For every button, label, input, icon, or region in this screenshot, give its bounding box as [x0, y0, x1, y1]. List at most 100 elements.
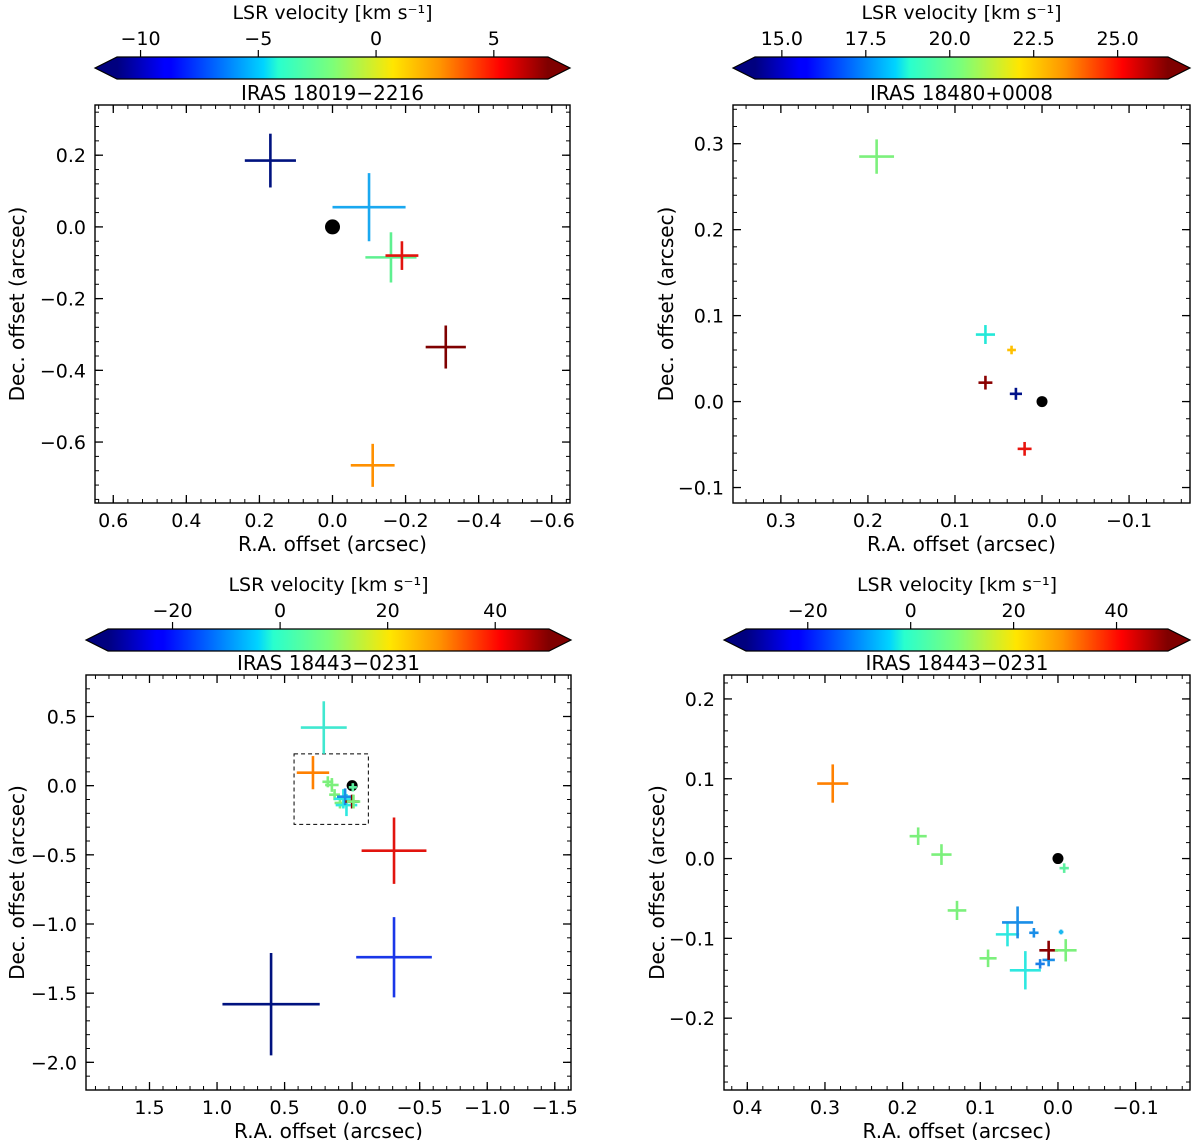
maser-spot-1: [222, 953, 320, 1056]
colorbar-tick-label: 40: [483, 600, 507, 622]
x-tick-label: −1.5: [532, 1097, 578, 1119]
colorbar: −10 −5 0 5 LSR velocity [km s⁻¹]: [93, 2, 572, 80]
maser-spot-13: [1054, 939, 1077, 962]
maser-spot-3: [1007, 345, 1016, 355]
chart-panel-1: −10 −5 0 5 LSR velocity [km s⁻¹] IRAS 18019−2…: [5, 2, 575, 556]
maser-spot-15: [1059, 863, 1069, 873]
y-tick-label: 0.1: [694, 306, 724, 328]
x-tick-label: 0.2: [244, 510, 274, 532]
maser-spot-14: [346, 794, 361, 809]
maser-spot-10: [1035, 959, 1045, 969]
x-tick-label: −0.2: [383, 510, 429, 532]
plot-title: IRAS 18019−2216: [241, 81, 424, 105]
colorbar-outline: [93, 56, 572, 80]
x-tick-label: 1.0: [202, 1097, 232, 1119]
colorbar-extend-low: [95, 57, 117, 79]
colorbar-tick-label: 0: [274, 600, 286, 622]
x-tick-label: 0.1: [965, 1097, 995, 1119]
y-tick-label: 0.1: [685, 769, 715, 791]
x-tick-label: 0.5: [269, 1097, 299, 1119]
y-tick-label: 0.2: [56, 145, 86, 167]
maser-spot-2: [909, 827, 927, 845]
axis-ticks: [86, 674, 571, 1091]
colorbar-label: LSR velocity [km s⁻¹]: [232, 2, 432, 24]
x-tick-label: 0.0: [1043, 1097, 1073, 1119]
y-tick-label: −0.6: [40, 432, 86, 454]
colorbar: −20 0 20 40 LSR velocity [km s⁻¹]: [84, 574, 573, 652]
reference-point: [325, 219, 340, 235]
maser-spot-8: [1009, 951, 1041, 990]
axis-ticks: [724, 675, 1190, 1090]
colorbar-extend-high: [548, 57, 570, 79]
plot-title: IRAS 18443−0231: [866, 651, 1049, 675]
colorbar-extend-high: [1168, 57, 1190, 79]
x-tick-label: 0.3: [766, 510, 796, 532]
x-tick-label: 0.1: [940, 510, 970, 532]
maser-spot-7: [1002, 906, 1034, 939]
colorbar-tick-label: 25.0: [1096, 28, 1138, 50]
colorbar-label: LSR velocity [km s⁻¹]: [228, 574, 428, 596]
x-tick-label: 1.5: [134, 1097, 164, 1119]
x-tick-label: −0.1: [1113, 1097, 1159, 1119]
maser-spot-4: [947, 900, 967, 921]
x-tick-label: 0.2: [853, 510, 883, 532]
y-axis-label: Dec. offset (arcsec): [5, 207, 29, 402]
maser-spot-6: [350, 443, 395, 487]
y-axis-label: Dec. offset (arcsec): [5, 785, 29, 980]
maser-spot-7: [325, 778, 339, 792]
maser-spot-3: [365, 232, 417, 283]
colorbar-label: LSR velocity [km s⁻¹]: [861, 2, 1061, 24]
y-tick-label: 0.5: [47, 707, 77, 729]
colorbar-tick-label: 22.5: [1013, 28, 1055, 50]
colorbar-tick-label: 20: [376, 600, 400, 622]
y-axis-label: Dec. offset (arcsec): [654, 207, 678, 402]
colorbar-outline: [722, 628, 1192, 652]
colorbar-tick-label: 0: [370, 28, 382, 50]
maser-spot-2: [975, 325, 996, 344]
data-layer: [859, 139, 1048, 456]
plot-title: IRAS 18443−0231: [237, 651, 420, 675]
y-tick-label: −1.0: [31, 914, 77, 936]
colorbar-tick-label: 40: [1104, 600, 1128, 622]
colorbar-tick-label: 17.5: [845, 28, 887, 50]
maser-spot-1: [817, 764, 849, 803]
colorbar-tick-label: 15.0: [761, 28, 803, 50]
y-tick-label: −0.4: [40, 360, 86, 382]
reference-point: [1052, 853, 1064, 865]
maser-spot-2: [356, 917, 432, 998]
colorbar-tick-label: −20: [788, 600, 828, 622]
y-tick-label: −0.2: [40, 289, 86, 311]
x-axis-label: R.A. offset (arcsec): [234, 1119, 423, 1140]
y-tick-label: 0.2: [685, 689, 715, 711]
y-tick-label: −2.0: [31, 1052, 77, 1074]
y-tick-label: 0.0: [694, 392, 724, 414]
x-tick-label: 0.2: [888, 1097, 918, 1119]
x-tick-label: 0.0: [1027, 510, 1057, 532]
x-tick-label: 0.3: [810, 1097, 840, 1119]
maser-spot-12: [337, 788, 354, 806]
x-axis-label: R.A. offset (arcsec): [238, 532, 427, 556]
x-tick-label: 0.4: [732, 1097, 762, 1119]
x-tick-label: −0.5: [397, 1097, 443, 1119]
maser-spot-15: [348, 783, 357, 792]
colorbar-tick-label: 20.0: [929, 28, 971, 50]
x-tick-label: 0.6: [98, 510, 128, 532]
x-tick-label: −0.1: [1106, 510, 1152, 532]
colorbar-extend-low: [733, 57, 755, 79]
x-axis-label: R.A. offset (arcsec): [863, 1119, 1052, 1140]
colorbar-outline: [84, 628, 573, 652]
maser-spot-4: [385, 241, 419, 270]
maser-spot-2: [332, 173, 406, 242]
maser-spot-3: [931, 844, 952, 865]
data-layer: [222, 701, 432, 1056]
colorbar-label: LSR velocity [km s⁻¹]: [857, 574, 1057, 596]
colorbar: 15.0 17.5 20.0 22.5 25.0 LSR velocity [km s⁻¹…: [731, 2, 1192, 80]
colorbar-extend-high: [1168, 629, 1190, 651]
colorbar-gradient: [117, 57, 548, 79]
y-axis-label: Dec. offset (arcsec): [645, 785, 669, 980]
reference-point: [1036, 396, 1048, 408]
x-tick-label: −0.4: [456, 510, 502, 532]
y-tick-label: 0.0: [56, 217, 86, 239]
maser-spot-4: [978, 375, 993, 390]
